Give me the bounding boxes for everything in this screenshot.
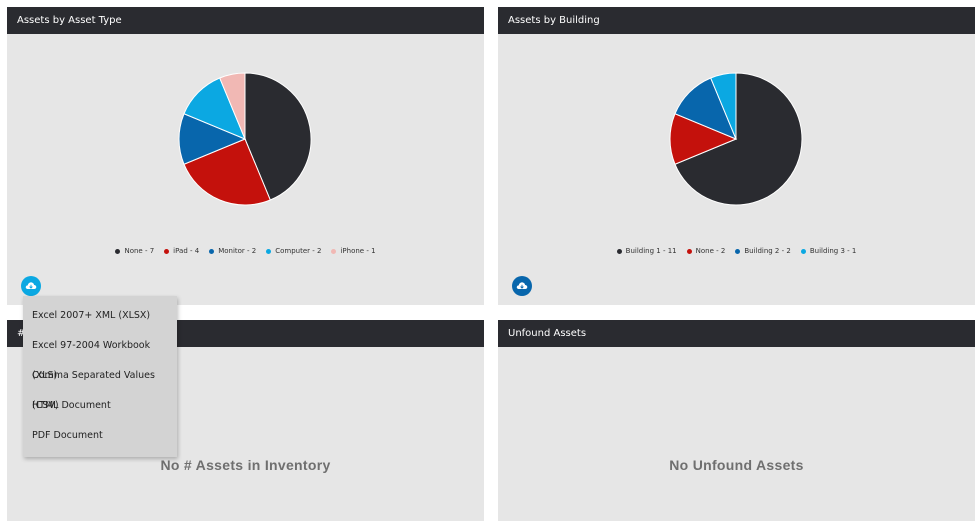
building-legend: Building 1 - 11 None - 2 Building 2 - 2 Bui… bbox=[498, 247, 975, 255]
legend-item[interactable]: Building 3 - 1 bbox=[800, 247, 857, 255]
pie-slice[interactable] bbox=[710, 72, 737, 140]
legend-label: None - 2 bbox=[695, 247, 726, 255]
export-option-pdf[interactable]: PDF Document bbox=[32, 430, 103, 441]
building-panel: Assets by Building Building 1 - 11 None -… bbox=[498, 7, 975, 305]
legend-label: Building 1 - 11 bbox=[625, 247, 677, 255]
legend-label: iPad - 4 bbox=[173, 247, 200, 255]
legend-dot-icon bbox=[209, 248, 215, 254]
legend-dot-icon bbox=[800, 248, 806, 254]
asset-type-panel-title: Assets by Asset Type bbox=[7, 7, 484, 34]
unfound-empty-message: No Unfound Assets bbox=[669, 457, 804, 473]
legend-item[interactable]: None - 7 bbox=[115, 247, 154, 255]
inventory-empty-message: No # Assets in Inventory bbox=[160, 457, 331, 473]
cloud-download-icon bbox=[516, 282, 528, 289]
building-pie-chart bbox=[669, 72, 803, 206]
legend-dot-icon bbox=[686, 248, 692, 254]
asset-type-pie-chart bbox=[178, 72, 312, 206]
legend-item[interactable]: None - 2 bbox=[686, 247, 726, 255]
building-panel-title: Assets by Building bbox=[498, 7, 975, 34]
pie-slice[interactable] bbox=[219, 72, 246, 140]
cloud-download-icon bbox=[25, 282, 37, 289]
legend-dot-icon bbox=[164, 248, 170, 254]
legend-dot-icon bbox=[115, 248, 121, 254]
export-option-xlsx[interactable]: Excel 2007+ XML (XLSX) bbox=[32, 310, 151, 321]
legend-item[interactable]: Monitor - 2 bbox=[209, 247, 256, 255]
legend-label: Computer - 2 bbox=[275, 247, 322, 255]
unfound-panel-title: Unfound Assets bbox=[498, 320, 975, 347]
legend-dot-icon bbox=[331, 248, 337, 254]
legend-label: None - 7 bbox=[124, 247, 155, 255]
legend-label: Monitor - 2 bbox=[218, 247, 257, 255]
pie-slice[interactable] bbox=[244, 72, 312, 201]
export-option-html[interactable]: HTML Document bbox=[32, 400, 111, 411]
legend-item[interactable]: iPad - 4 bbox=[164, 247, 199, 255]
asset-type-export-button[interactable] bbox=[21, 276, 41, 296]
legend-item[interactable]: Building 1 - 11 bbox=[616, 247, 677, 255]
export-option-xls[interactable]: Excel 97-2004 Workbook (XLS) bbox=[32, 340, 151, 381]
pie-slice[interactable] bbox=[674, 72, 803, 206]
building-export-button[interactable] bbox=[512, 276, 532, 296]
legend-label: Building 3 - 1 bbox=[809, 247, 857, 255]
legend-label: iPhone - 1 bbox=[340, 247, 376, 255]
export-option-csv[interactable]: Comma Separated Values (CSV) bbox=[32, 370, 155, 411]
legend-item[interactable]: iPhone - 1 bbox=[331, 247, 376, 255]
legend-item[interactable]: Building 2 - 2 bbox=[735, 247, 791, 255]
legend-label: Building 2 - 2 bbox=[744, 247, 791, 255]
asset-type-legend: None - 7 iPad - 4 Monitor - 2 Computer - 2 i… bbox=[7, 247, 484, 255]
asset-type-panel: Assets by Asset Type None - 7 iPad - 4 Mon… bbox=[7, 7, 484, 305]
legend-dot-icon bbox=[735, 248, 741, 254]
unfound-panel: Unfound Assets No Unfound Assets bbox=[498, 320, 975, 521]
legend-item[interactable]: Computer - 2 bbox=[266, 247, 321, 255]
export-dropdown-menu: Excel 2007+ XML (XLSX) Excel 97-2004 Wor… bbox=[23, 296, 177, 457]
legend-dot-icon bbox=[266, 248, 272, 254]
legend-dot-icon bbox=[616, 248, 622, 254]
